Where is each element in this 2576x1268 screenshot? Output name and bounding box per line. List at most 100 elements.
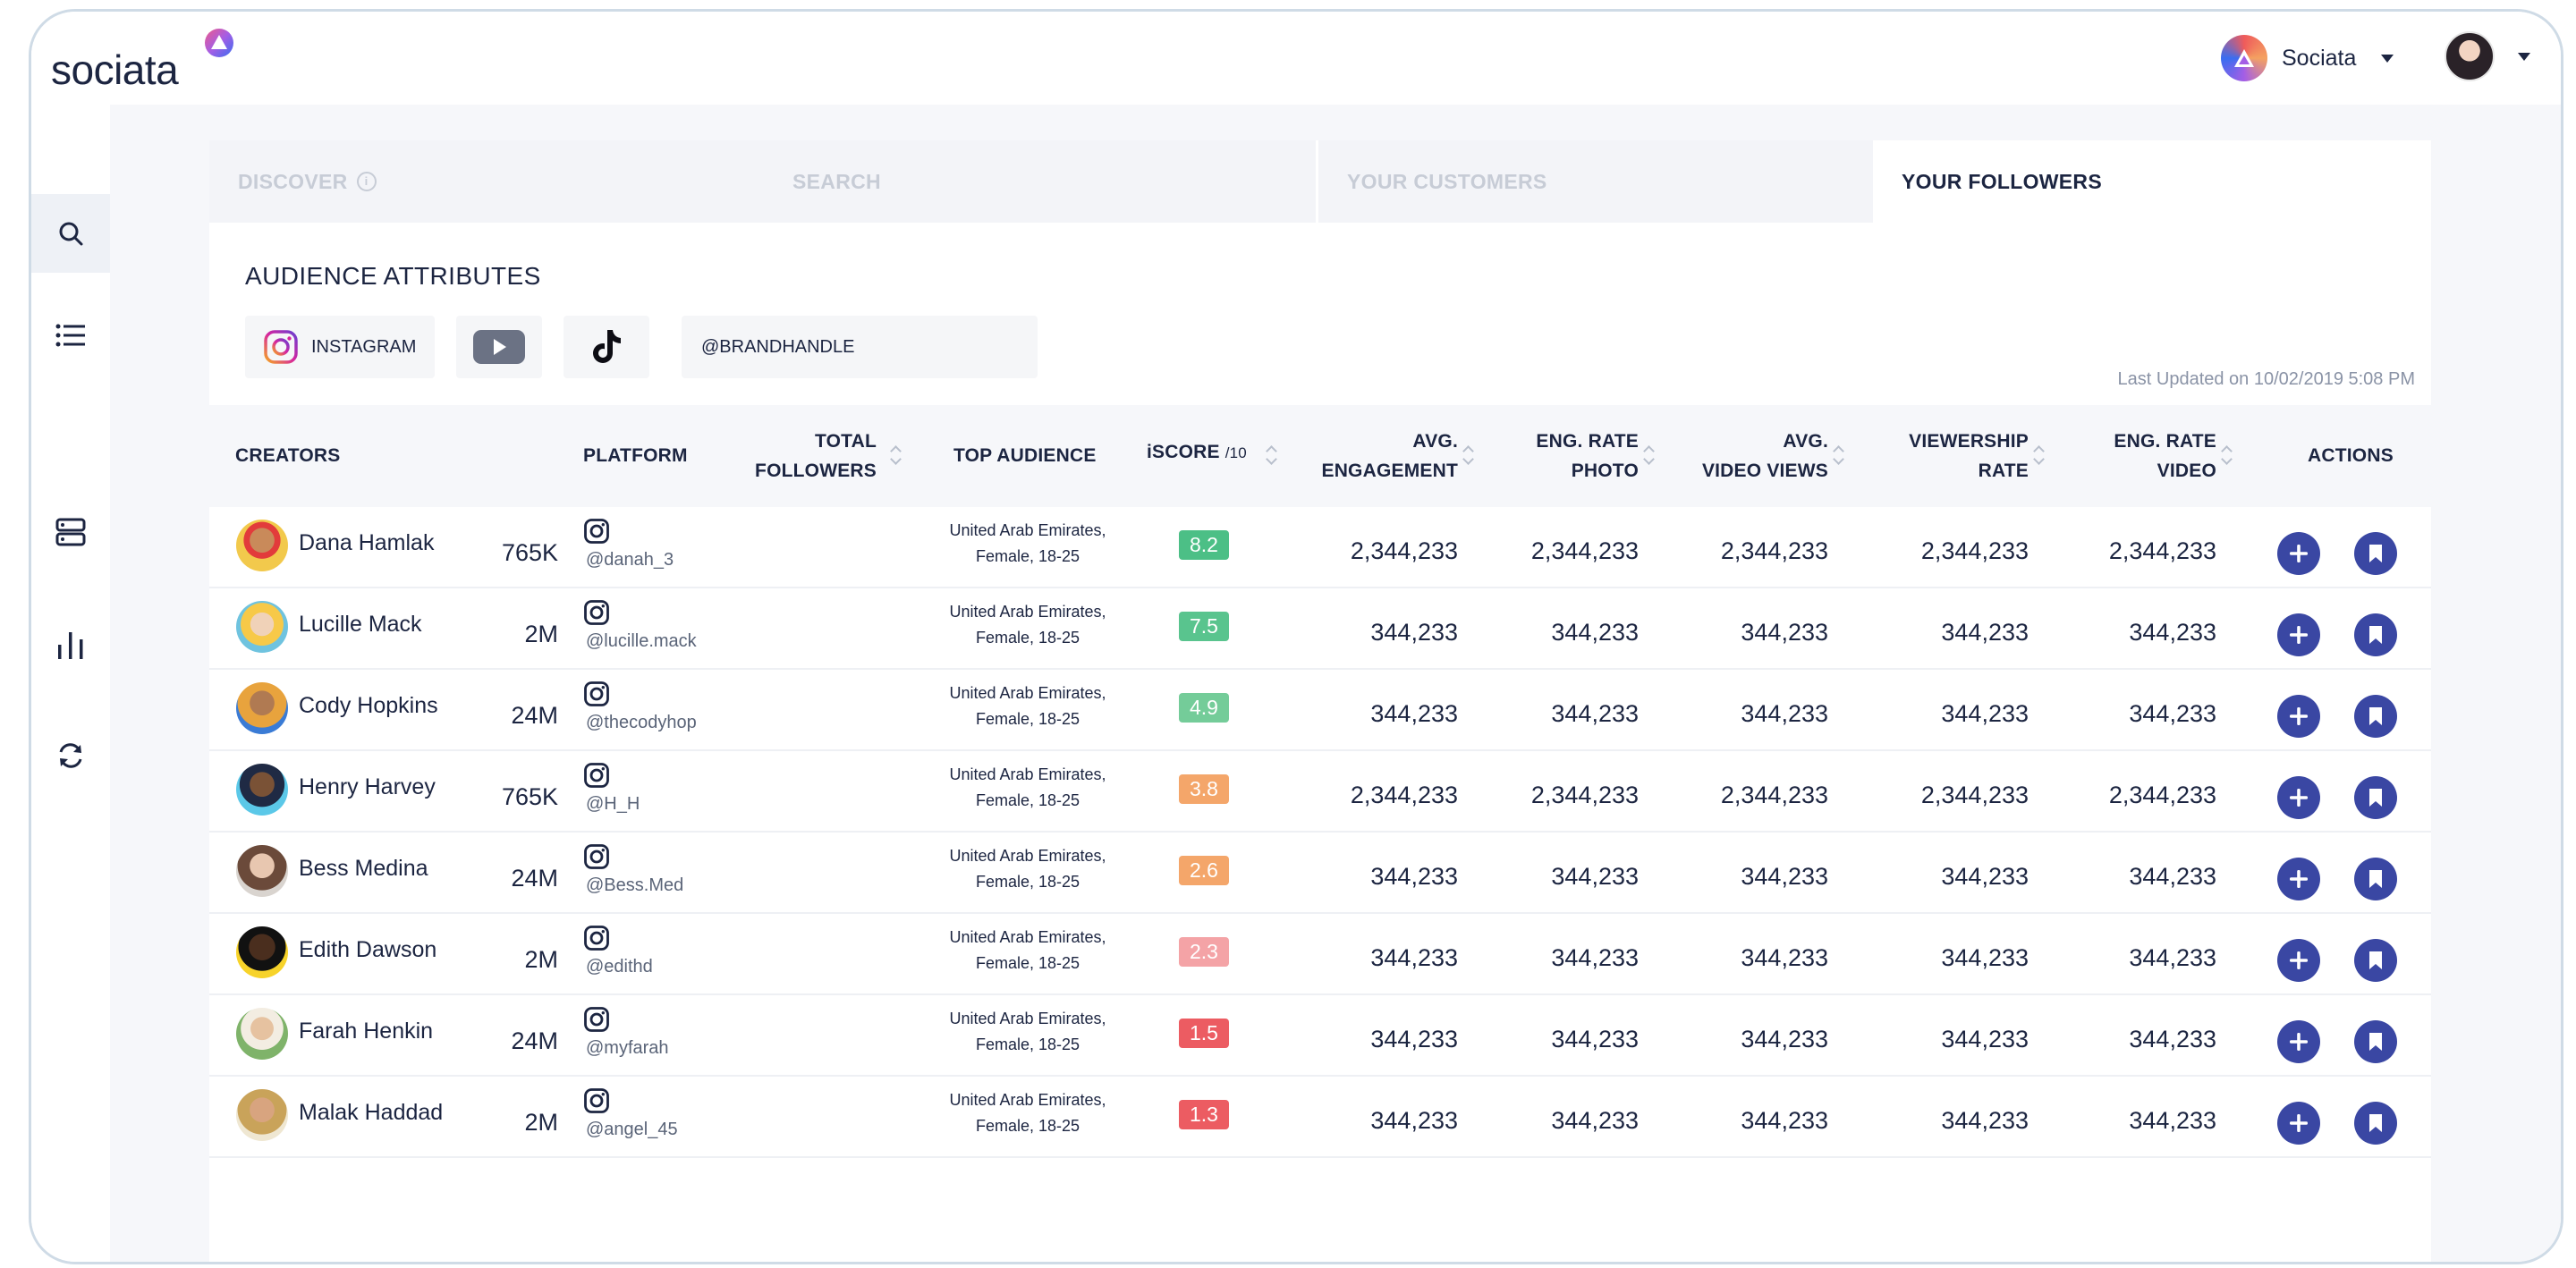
bookmark-creator-button[interactable] [2354, 776, 2397, 819]
col-eng-rate-video[interactable]: ENG. RATE VIDEO [2038, 427, 2216, 486]
top-audience-country: United Arab Emirates, [949, 847, 1106, 865]
youtube-filter-button[interactable] [456, 316, 542, 378]
creator-handle[interactable]: @Bess.Med [586, 875, 684, 895]
sort-icon[interactable] [1267, 444, 1277, 464]
caret-down-icon [2518, 52, 2530, 61]
creator-name[interactable]: Bess Medina [299, 856, 428, 881]
creator-avatar[interactable] [236, 682, 288, 734]
creator-name[interactable]: Dana Hamlak [299, 530, 435, 555]
bookmark-creator-button[interactable] [2354, 695, 2397, 738]
creator-handle[interactable]: @lucille.mack [586, 631, 697, 651]
add-creator-button[interactable] [2277, 613, 2320, 656]
tab-your-customers[interactable]: YOUR CUSTOMERS [1318, 140, 1873, 223]
bookmark-creator-button[interactable] [2354, 1020, 2397, 1063]
tiktok-filter-button[interactable] [564, 316, 649, 378]
table-row[interactable]: Henry Harvey @H_H 765K United Arab Emira… [209, 751, 2431, 833]
eng-rate-photo: 344,233 [1551, 944, 1639, 971]
add-creator-button[interactable] [2277, 532, 2320, 575]
sort-icon[interactable] [891, 444, 902, 464]
sort-icon[interactable] [1463, 444, 1474, 464]
creator-handle[interactable]: @myfarah [586, 1038, 669, 1058]
top-audience: United Arab Emirates, Female, 18-25 [925, 925, 1131, 976]
top-audience-demo: Female, 18-25 [975, 791, 1080, 809]
nav-lists[interactable] [31, 296, 110, 375]
total-followers: 765K [501, 539, 558, 566]
account-switcher[interactable]: Sociata [2221, 31, 2394, 85]
viewership-rate: 344,233 [1941, 619, 2029, 646]
creator-name[interactable]: Farah Henkin [299, 1019, 434, 1044]
top-audience: United Arab Emirates, Female, 18-25 [925, 518, 1131, 570]
table-row[interactable]: Malak Haddad @angel_45 2M United Arab Em… [209, 1077, 2431, 1158]
avg-engagement: 2,344,233 [1350, 537, 1458, 564]
creator-avatar[interactable] [236, 1008, 288, 1060]
creator-name[interactable]: Cody Hopkins [299, 693, 438, 718]
creator-handle[interactable]: @angel_45 [586, 1120, 678, 1139]
creator-name[interactable]: Edith Dawson [299, 937, 437, 962]
col-top-audience[interactable]: TOP AUDIENCE [953, 445, 1097, 466]
tab-your-followers[interactable]: YOUR FOLLOWERS [1873, 140, 2431, 223]
instagram-label: INSTAGRAM [311, 336, 417, 357]
creator-handle[interactable]: @danah_3 [586, 550, 674, 570]
user-menu[interactable] [2445, 31, 2530, 81]
creator-name[interactable]: Malak Haddad [299, 1100, 444, 1125]
add-creator-button[interactable] [2277, 1102, 2320, 1145]
add-creator-button[interactable] [2277, 695, 2320, 738]
add-creator-button[interactable] [2277, 858, 2320, 900]
creator-handle[interactable]: @H_H [586, 794, 640, 814]
table-row[interactable]: Bess Medina @Bess.Med 24M United Arab Em… [209, 833, 2431, 914]
sort-icon[interactable] [1834, 444, 1844, 464]
creator-handle[interactable]: @edithd [586, 957, 653, 976]
col-actions: ACTIONS [2308, 445, 2394, 466]
table-row[interactable]: Farah Henkin @myfarah 24M United Arab Em… [209, 995, 2431, 1077]
col-creators[interactable]: CREATORS [235, 445, 341, 466]
bookmark-creator-button[interactable] [2354, 939, 2397, 982]
nav-campaigns[interactable] [31, 493, 110, 571]
nav-sync[interactable] [31, 716, 110, 795]
creator-avatar[interactable] [236, 764, 288, 816]
iscore-badge: 1.5 [1179, 1019, 1229, 1048]
add-creator-button[interactable] [2277, 939, 2320, 982]
bookmark-creator-button[interactable] [2354, 1102, 2397, 1145]
creator-avatar[interactable] [236, 520, 288, 571]
creator-name[interactable]: Henry Harvey [299, 774, 436, 799]
tab-search[interactable]: SEARCH [764, 140, 1318, 223]
nav-analytics[interactable] [31, 605, 110, 684]
creator-name[interactable]: Lucille Mack [299, 612, 422, 637]
sort-icon[interactable] [2222, 444, 2233, 464]
table-row[interactable]: Lucille Mack @lucille.mack 2M United Ara… [209, 588, 2431, 670]
col-avg-engagement[interactable]: AVG. ENGAGEMENT [1279, 427, 1458, 486]
col-platform[interactable]: PLATFORM [583, 445, 688, 466]
server-icon [55, 518, 86, 546]
bookmark-creator-button[interactable] [2354, 532, 2397, 575]
eng-rate-video: 344,233 [2129, 944, 2216, 971]
tab-discover[interactable]: DISCOVER i [209, 140, 764, 223]
top-audience-country: United Arab Emirates, [949, 1010, 1106, 1027]
iscore-badge: 8.2 [1179, 530, 1229, 560]
col-total-followers-line2: FOLLOWERS [755, 461, 877, 481]
add-creator-button[interactable] [2277, 776, 2320, 819]
table-row[interactable]: Edith Dawson @edithd 2M United Arab Emir… [209, 914, 2431, 995]
instagram-filter-button[interactable]: INSTAGRAM [245, 316, 435, 378]
info-icon[interactable]: i [356, 172, 377, 191]
col-avg-video-views[interactable]: AVG. VIDEO VIEWS [1649, 427, 1828, 486]
table-row[interactable]: Dana Hamlak @danah_3 765K United Arab Em… [209, 507, 2431, 588]
brand-handle-input[interactable]: @BRANDHANDLE [682, 316, 1038, 378]
total-followers: 2M [524, 946, 558, 973]
table-row[interactable]: Cody Hopkins @thecodyhop 24M United Arab… [209, 670, 2431, 751]
creator-avatar[interactable] [236, 601, 288, 653]
creator-handle[interactable]: @thecodyhop [586, 713, 697, 732]
col-viewership-rate[interactable]: VIEWERSHIP RATE [1850, 427, 2029, 486]
creator-avatar[interactable] [236, 1089, 288, 1141]
creator-avatar[interactable] [236, 926, 288, 978]
bookmark-creator-button[interactable] [2354, 613, 2397, 656]
add-icon [2290, 707, 2308, 725]
creator-avatar[interactable] [236, 845, 288, 897]
col-iscore[interactable]: iSCORE/10 [1147, 437, 1247, 468]
instagram-icon [584, 600, 609, 625]
bookmark-creator-button[interactable] [2354, 858, 2397, 900]
col-total-followers[interactable]: TOTAL FOLLOWERS [746, 427, 877, 486]
nav-search[interactable] [31, 194, 110, 273]
col-eng-rate-photo[interactable]: ENG. RATE PHOTO [1478, 427, 1639, 486]
instagram-icon [584, 1007, 609, 1032]
add-creator-button[interactable] [2277, 1020, 2320, 1063]
